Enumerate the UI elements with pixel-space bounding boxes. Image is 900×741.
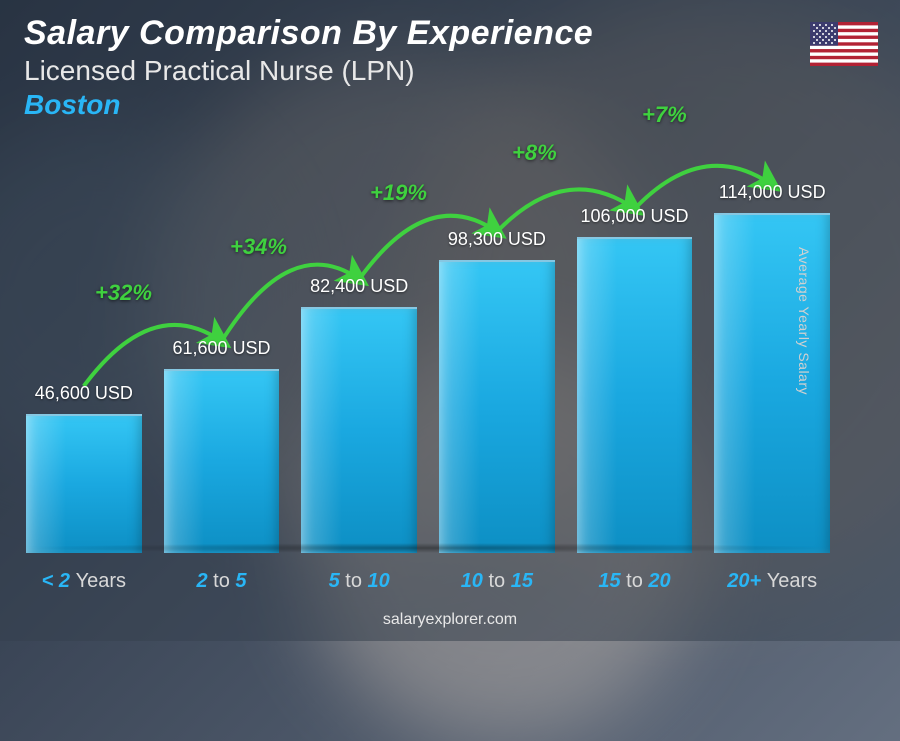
bar-value-label: 61,600 USD xyxy=(172,338,270,359)
flag-icon xyxy=(810,22,878,71)
footer-credit: salaryexplorer.com xyxy=(0,611,900,629)
baseline-shadow xyxy=(26,543,830,553)
bar xyxy=(164,369,280,553)
increase-label: +7% xyxy=(642,102,687,128)
x-axis-label: 20+ Years xyxy=(714,570,830,593)
bar xyxy=(714,213,830,553)
bar xyxy=(301,307,417,553)
bar-chart: 46,600 USD 61,600 USD 82,400 USD 98,300 USD… xyxy=(26,153,830,553)
bar-group: 114,000 USD xyxy=(714,182,830,553)
x-axis-label: 15 to 20 xyxy=(577,570,693,593)
chart-title: Salary Comparison By Experience xyxy=(24,14,593,53)
chart-header: Salary Comparison By Experience Licensed… xyxy=(24,14,593,121)
bar-group: 82,400 USD xyxy=(301,276,417,553)
bar-value-label: 46,600 USD xyxy=(35,383,133,404)
x-axis-label: 2 to 5 xyxy=(164,570,280,593)
bar-group: 98,300 USD xyxy=(439,229,555,553)
chart-location: Boston xyxy=(24,89,593,121)
bar-value-label: 114,000 USD xyxy=(719,182,826,203)
bar xyxy=(439,260,555,553)
bar-group: 106,000 USD xyxy=(577,206,693,553)
bar xyxy=(577,237,693,553)
x-axis-label: 5 to 10 xyxy=(301,570,417,593)
bar-value-label: 98,300 USD xyxy=(448,229,546,250)
y-axis-label: Average Yearly Salary xyxy=(796,247,812,395)
bar xyxy=(26,414,142,553)
bar-value-label: 106,000 USD xyxy=(580,206,688,227)
bar-group: 61,600 USD xyxy=(164,338,280,553)
bar-value-label: 82,400 USD xyxy=(310,276,408,297)
x-axis: < 2 Years 2 to 5 5 to 10 10 to 15 15 to 20 20… xyxy=(26,570,830,593)
bar-group: 46,600 USD xyxy=(26,383,142,553)
chart-subtitle: Licensed Practical Nurse (LPN) xyxy=(24,55,593,87)
x-axis-label: 10 to 15 xyxy=(439,570,555,593)
x-axis-label: < 2 Years xyxy=(26,570,142,593)
